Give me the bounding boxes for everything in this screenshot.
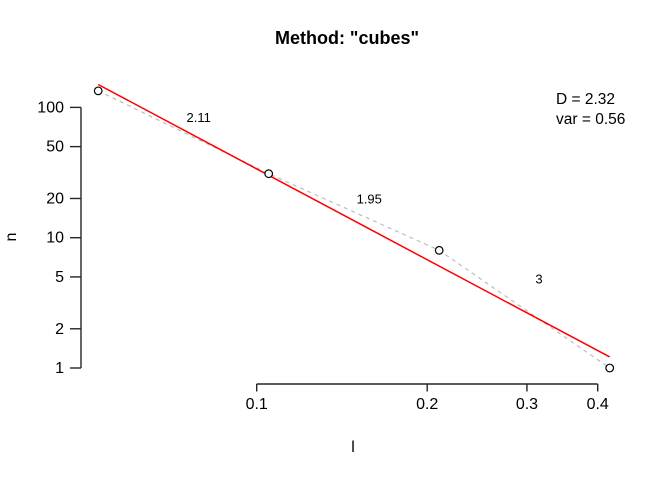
x-tick-label: 0.3 xyxy=(516,396,538,413)
y-axis-title: n xyxy=(3,233,20,242)
data-point xyxy=(264,169,274,179)
x-axis: 0.1 0.2 0.3 0.4 xyxy=(246,383,609,413)
segment-slope-labels-layer: 2.11 1.95 3 xyxy=(187,110,543,287)
y-tick-label: 20 xyxy=(46,190,64,207)
y-axis-ticks: 1 2 5 10 20 50 100 xyxy=(37,99,81,377)
y-axis: 1 2 5 10 20 50 100 xyxy=(37,99,82,377)
data-points-layer xyxy=(93,86,615,373)
y-tick-label: 5 xyxy=(55,269,64,286)
segment-slope-label: 2.11 xyxy=(187,110,211,125)
y-tick-label: 2 xyxy=(55,321,64,338)
chart-title: Method: "cubes" xyxy=(275,28,419,48)
data-point xyxy=(605,363,615,373)
y-tick-label: 50 xyxy=(46,139,64,156)
x-tick-label: 0.1 xyxy=(246,396,268,413)
stat-variance-value: var = 0.56 xyxy=(556,111,625,128)
x-axis-ticks: 0.1 0.2 0.3 0.4 xyxy=(246,384,609,413)
x-tick-label: 0.4 xyxy=(587,396,609,413)
x-axis-title: l xyxy=(351,439,355,456)
data-polyline xyxy=(97,90,611,369)
y-tick-label: 100 xyxy=(37,99,64,116)
x-tick-label: 0.2 xyxy=(416,396,438,413)
y-tick-label: 1 xyxy=(55,360,64,377)
data-polyline-layer xyxy=(97,90,611,369)
regression-line xyxy=(97,83,611,358)
segment-slope-label: 1.95 xyxy=(357,191,382,206)
stat-dimension-value: D = 2.32 xyxy=(556,91,615,108)
regression-line-layer xyxy=(97,83,611,358)
segment-slope-label: 3 xyxy=(535,272,542,287)
data-point xyxy=(434,245,444,255)
y-tick-label: 10 xyxy=(46,230,64,247)
data-point xyxy=(93,86,103,96)
